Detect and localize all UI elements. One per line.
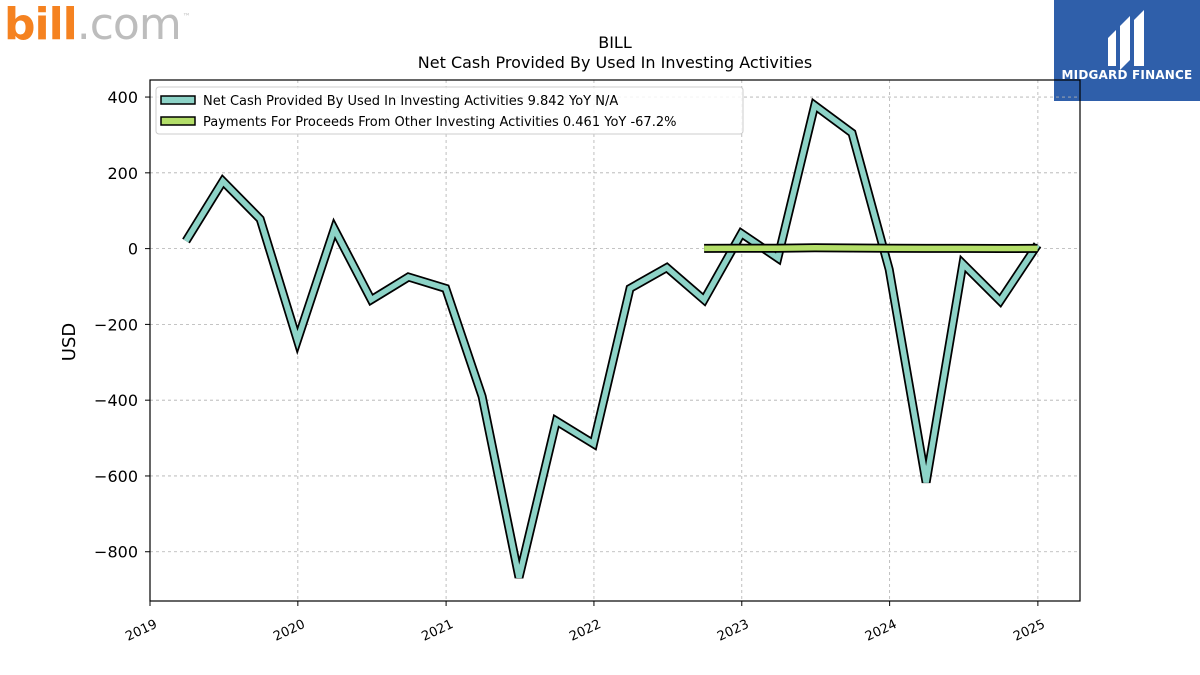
y-tick-label: 0	[128, 240, 138, 259]
x-tick-label: 2019	[123, 617, 159, 645]
chart-subtitle: Net Cash Provided By Used In Investing A…	[418, 53, 812, 72]
publisher-badge: MIDGARD FINANCE	[1054, 0, 1200, 101]
y-tick-label: −600	[94, 467, 138, 486]
legend-swatch-2	[160, 116, 196, 126]
company-logo-suffix: .com	[76, 0, 182, 50]
legend-label-1: Net Cash Provided By Used In Investing A…	[203, 94, 618, 109]
series-2-line	[704, 244, 1038, 252]
publisher-name: MIDGARD FINANCE	[1061, 68, 1193, 82]
publisher-logo-icon	[1108, 10, 1144, 70]
series-1-outline	[182, 97, 1042, 579]
legend-box	[155, 86, 744, 135]
company-logo-tm: ™	[182, 12, 191, 21]
company-logo: bill .com ™	[4, 0, 191, 50]
series-1-line	[183, 100, 1040, 579]
plot-frame	[149, 79, 1081, 602]
x-tick-label: 2023	[715, 617, 751, 645]
x-tick-label: 2022	[567, 617, 603, 645]
y-tick-label: −400	[94, 391, 138, 410]
legend-label-2: Payments For Proceeds From Other Investi…	[203, 115, 676, 130]
series-2	[704, 243, 1038, 254]
x-tick-label: 2025	[1011, 617, 1047, 645]
series-1	[182, 97, 1042, 579]
chart-title: BILL	[598, 33, 632, 52]
y-axis-label: USD	[59, 323, 80, 361]
legend: Net Cash Provided By Used In Investing A…	[155, 86, 744, 135]
x-tick-label: 2024	[863, 617, 899, 645]
series	[182, 97, 1042, 579]
y-tick-label: −200	[94, 315, 138, 334]
company-logo-prefix: bill	[4, 0, 78, 50]
x-tick-label: 2020	[271, 617, 307, 645]
y-tick-label: 400	[107, 88, 138, 107]
x-tick-label: 2021	[419, 617, 455, 645]
legend-swatch-1	[160, 95, 196, 105]
y-tick-label: 200	[107, 164, 138, 183]
y-tick-label: −800	[94, 543, 138, 562]
